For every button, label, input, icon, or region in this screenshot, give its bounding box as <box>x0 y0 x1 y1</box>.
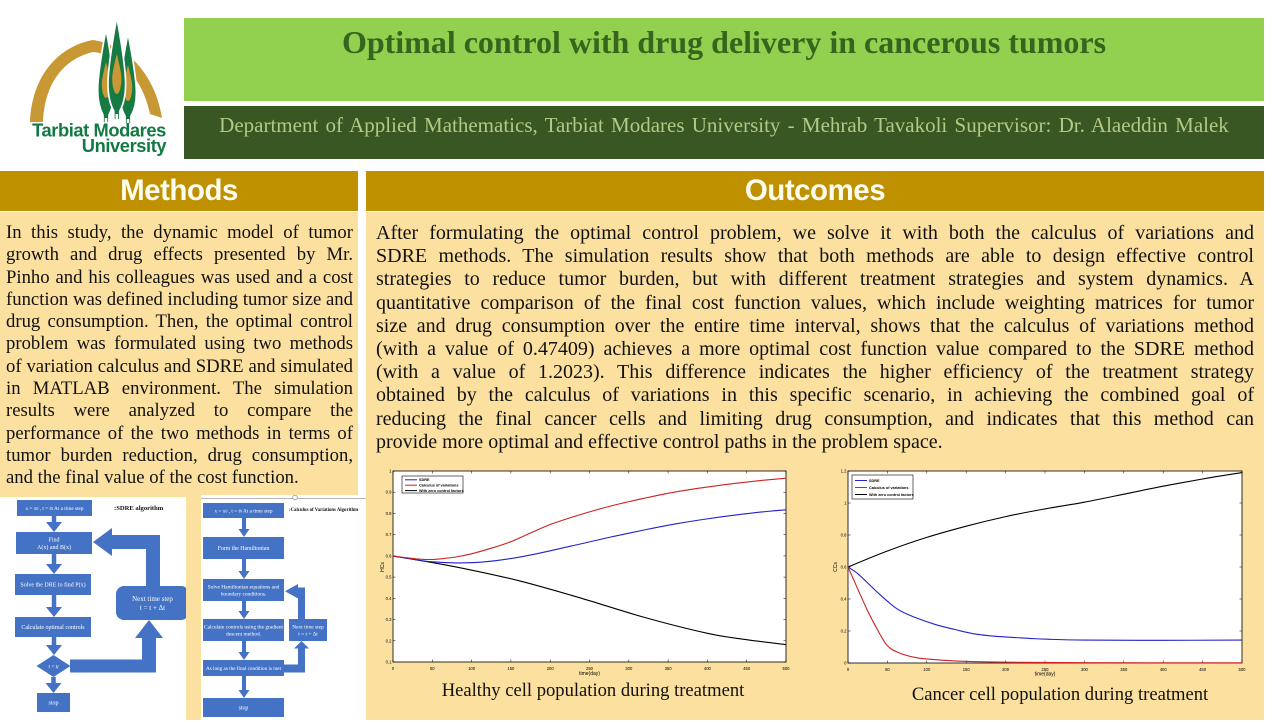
svg-text:0: 0 <box>844 661 847 666</box>
svg-text:300: 300 <box>1081 667 1089 672</box>
svg-text:With zero control factors: With zero control factors <box>419 489 464 493</box>
svg-text:0.6: 0.6 <box>386 553 392 558</box>
svg-text:450: 450 <box>1199 667 1207 672</box>
svg-text:time(day): time(day) <box>579 671 600 677</box>
svg-text:200: 200 <box>547 666 555 671</box>
svg-text:300: 300 <box>625 666 633 671</box>
svg-text:0.9: 0.9 <box>386 490 392 495</box>
svg-text:University: University <box>82 135 168 156</box>
svg-text:A(x) and B(x): A(x) and B(x) <box>37 544 71 551</box>
svg-text:150: 150 <box>963 667 971 672</box>
svg-text:50: 50 <box>430 666 435 671</box>
svg-text:Solve Hamiltonian equations an: Solve Hamiltonian equations and <box>208 585 280 591</box>
svg-text:0.4: 0.4 <box>841 597 847 602</box>
svg-text:CCs: CCs <box>833 562 839 572</box>
svg-text:1: 1 <box>389 469 392 474</box>
svg-text:Find: Find <box>48 537 59 543</box>
svg-text:descent method.: descent method. <box>226 631 261 637</box>
svg-text:500: 500 <box>783 666 791 671</box>
svg-text:0.2: 0.2 <box>841 629 847 634</box>
svg-text::SDRE algorithm: :SDRE algorithm <box>114 505 164 512</box>
svg-text:Form the Hamiltonian: Form the Hamiltonian <box>218 546 270 552</box>
svg-text:0.7: 0.7 <box>386 532 392 537</box>
svg-text:0.4: 0.4 <box>386 596 392 601</box>
svg-text:t < tf: t < tf <box>48 664 59 670</box>
svg-text:100: 100 <box>468 666 476 671</box>
svg-text:0: 0 <box>847 667 850 672</box>
svg-text:200: 200 <box>1002 667 1010 672</box>
svg-text:0.1: 0.1 <box>386 660 392 665</box>
svg-text:Tarbiat Modares: Tarbiat Modares <box>32 120 166 141</box>
svg-text:500: 500 <box>1239 667 1247 672</box>
svg-text:350: 350 <box>1120 667 1128 672</box>
svg-text:450: 450 <box>743 666 751 671</box>
svg-text:As long as the final condition: As long as the final condition is met <box>206 665 282 672</box>
svg-text:Next time step: Next time step <box>292 625 324 631</box>
svg-text:250: 250 <box>586 666 594 671</box>
svg-text:0.5: 0.5 <box>386 575 392 580</box>
svg-text:time(day): time(day) <box>1035 672 1056 678</box>
svg-text:t = t + Δt: t = t + Δt <box>298 631 318 637</box>
svg-text:0.8: 0.8 <box>841 533 847 538</box>
svg-text:stop: stop <box>48 701 58 707</box>
svg-text::Calculus of Variations Algori: :Calculus of Variations Algorithm <box>289 508 358 513</box>
svg-text:SDRE: SDRE <box>869 479 880 483</box>
svg-text:1.2: 1.2 <box>841 469 847 474</box>
svg-text:Next time step: Next time step <box>132 595 173 603</box>
svg-text:0.2: 0.2 <box>386 638 392 643</box>
svg-text:250: 250 <box>1042 667 1050 672</box>
svg-text:Calculate controls using the g: Calculate controls using the gradient <box>204 625 284 631</box>
svg-text:SDRE: SDRE <box>419 478 430 482</box>
svg-text:Calculus of variations: Calculus of variations <box>419 484 458 488</box>
svg-text:Calculate optimal controls: Calculate optimal controls <box>21 625 85 631</box>
svg-text:x = x0 , t = t0 At a time ste: x = x0 , t = t0 At a time step <box>214 508 272 514</box>
svg-text:0.6: 0.6 <box>841 565 847 570</box>
svg-text:With zero control factors: With zero control factors <box>869 493 914 497</box>
svg-text:boundary conditions.: boundary conditions. <box>221 591 267 597</box>
svg-text:350: 350 <box>665 666 673 671</box>
svg-text:0.3: 0.3 <box>386 617 392 622</box>
svg-text:t = t + Δt: t = t + Δt <box>140 604 165 612</box>
svg-text:Calculus of variations: Calculus of variations <box>869 486 908 490</box>
svg-text:stop: stop <box>239 706 249 712</box>
svg-text:50: 50 <box>885 667 890 672</box>
svg-text:0.8: 0.8 <box>386 511 392 516</box>
svg-text:0: 0 <box>392 666 395 671</box>
svg-text:100: 100 <box>923 667 931 672</box>
svg-text:400: 400 <box>704 666 712 671</box>
svg-text:150: 150 <box>507 666 515 671</box>
svg-text:HCs: HCs <box>380 562 386 572</box>
svg-text:400: 400 <box>1160 667 1168 672</box>
svg-text:Solve the DRE to find P(x): Solve the DRE to find P(x) <box>20 582 85 589</box>
svg-text:x = x0 , t = t0 At a time ste: x = x0 , t = t0 At a time step <box>25 506 83 512</box>
svg-text:1: 1 <box>844 501 847 506</box>
